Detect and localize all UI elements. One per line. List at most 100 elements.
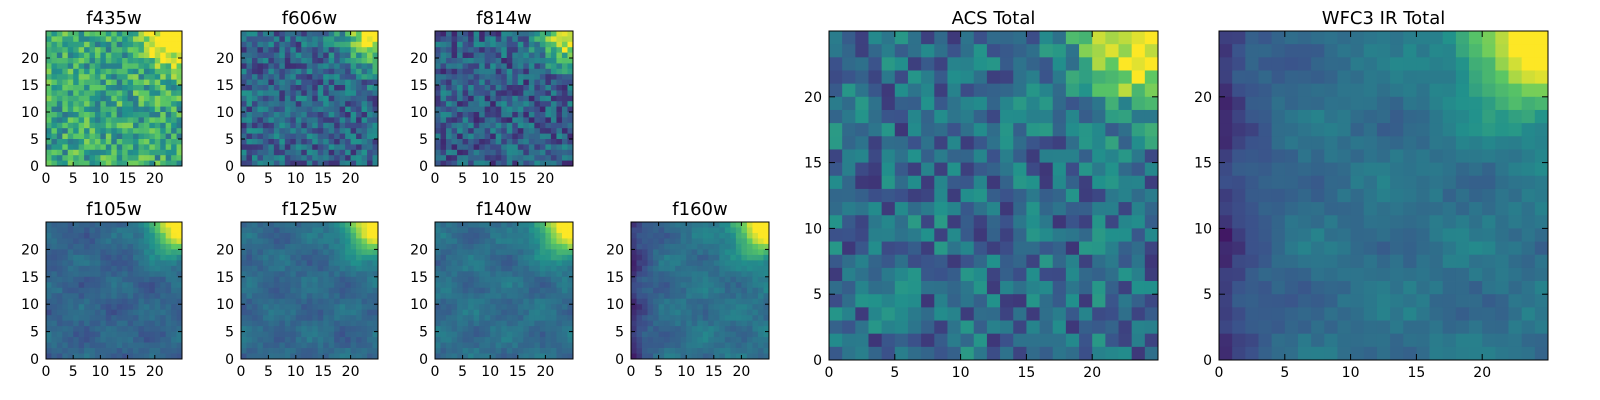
heatmap-cell [116, 128, 123, 134]
heatmap-cell [127, 68, 134, 75]
heatmap-cell [372, 348, 379, 354]
heatmap-cell [702, 238, 709, 245]
heatmap-cell [372, 238, 379, 245]
heatmap-cell [528, 101, 535, 107]
heatmap-cell [138, 106, 145, 113]
heatmap-cell [367, 326, 373, 332]
heatmap-cell [435, 227, 441, 234]
heatmap-cell [440, 326, 447, 332]
heatmap-cell [973, 70, 988, 85]
heatmap-cell [127, 149, 134, 156]
heatmap-cell [89, 58, 96, 64]
heatmap-cell [78, 144, 85, 151]
heatmap-cell [636, 249, 643, 256]
heatmap-cell [317, 260, 324, 267]
heatmap-cell [328, 320, 335, 327]
heatmap-cell [122, 155, 128, 161]
heatmap-cell [1039, 96, 1054, 111]
heatmap-cell [51, 342, 58, 349]
heatmap-cell [669, 232, 676, 239]
heatmap-cell [435, 95, 441, 102]
heatmap-cell [468, 353, 475, 360]
heatmap-cell [697, 342, 704, 349]
heatmap-cell [658, 222, 665, 228]
heatmap-cell [691, 331, 698, 338]
heatmap-cell [241, 238, 247, 245]
heatmap-cell [339, 331, 346, 338]
heatmap-cell [746, 298, 753, 305]
heatmap-cell [323, 353, 330, 360]
heatmap-cell [51, 90, 58, 97]
heatmap-cell [295, 149, 302, 156]
heatmap-cell [273, 128, 280, 134]
heatmap-cell [702, 276, 709, 283]
heatmap-cell [484, 232, 491, 239]
heatmap-cell [306, 232, 313, 239]
heatmap-cell [279, 133, 286, 140]
heatmap-cell [746, 243, 753, 250]
heatmap-cell [345, 232, 351, 239]
heatmap-cell [356, 342, 362, 349]
heatmap-cell [523, 243, 530, 250]
heatmap-cell [171, 227, 177, 234]
heatmap-cell [116, 222, 123, 228]
heatmap-cell [62, 90, 69, 97]
heatmap-cell [556, 122, 563, 129]
heatmap-cell [127, 348, 134, 354]
heatmap-cell [1052, 57, 1067, 71]
heatmap-cell [273, 68, 280, 75]
heatmap-cell [78, 74, 85, 80]
heatmap-cell [122, 52, 128, 59]
heatmap-cell [345, 85, 351, 91]
heatmap-cell [512, 227, 519, 234]
heatmap-cell [56, 331, 63, 338]
heatmap-cell [257, 287, 264, 294]
heatmap-cell [934, 188, 948, 203]
heatmap-cell [78, 353, 85, 360]
heatmap-cell [468, 249, 475, 256]
heatmap-cell [89, 117, 96, 124]
heatmap-cell [284, 36, 291, 43]
heatmap-cell [127, 238, 134, 245]
heatmap-cell [868, 136, 883, 150]
heatmap-cell [345, 74, 351, 80]
heatmap-cell [1105, 31, 1119, 45]
heatmap-cell [517, 144, 524, 151]
heatmap-cell [653, 315, 659, 322]
heatmap-cell [149, 287, 156, 294]
heatmap-cell [440, 47, 447, 53]
heatmap-cell [675, 254, 682, 261]
heatmap-cell [468, 265, 475, 272]
heatmap-cell [468, 85, 475, 91]
heatmap-cell [658, 282, 665, 289]
heatmap-cell [713, 342, 720, 349]
heatmap-cell [1092, 149, 1106, 163]
heatmap-cell [451, 106, 458, 113]
heatmap-cell [345, 133, 351, 140]
heatmap-cell [1052, 44, 1067, 58]
heatmap-cell [484, 222, 491, 228]
heatmap-cell [149, 160, 156, 167]
heatmap-cell [165, 309, 172, 316]
heatmap-cell [528, 128, 535, 134]
heatmap-cell [372, 41, 379, 48]
heatmap-cell [451, 144, 458, 151]
heatmap-cell [241, 271, 247, 278]
heatmap-cell [686, 238, 693, 245]
heatmap-cell [479, 249, 486, 256]
heatmap-cell [51, 36, 58, 43]
heatmap-cell [757, 276, 764, 283]
heatmap-cell [741, 348, 748, 354]
heatmap-cell [719, 293, 726, 300]
heatmap-cell [523, 68, 530, 75]
heatmap-cell [658, 265, 665, 272]
heatmap-cell [46, 31, 52, 37]
heatmap-cell [479, 122, 486, 129]
heatmap-cell [440, 271, 447, 278]
heatmap-cell [523, 353, 530, 360]
heatmap-cell [367, 144, 373, 151]
heatmap-cell [484, 63, 491, 70]
heatmap-cell [290, 276, 297, 283]
y-tick-label: 5 [225, 132, 234, 148]
heatmap-cell [462, 122, 469, 129]
